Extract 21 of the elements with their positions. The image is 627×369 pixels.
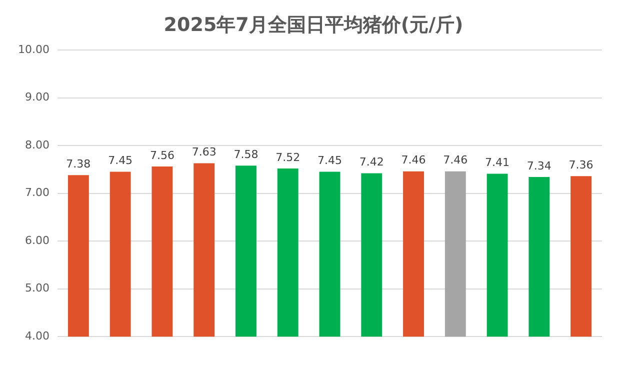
y-tick-label: 5.00	[24, 282, 50, 295]
data-label: 7.42	[359, 156, 384, 169]
data-label: 7.46	[401, 154, 426, 167]
data-label: 7.46	[443, 154, 468, 167]
y-tick-label: 4.00	[24, 329, 50, 342]
data-label: 7.56	[150, 148, 174, 162]
data-label: 7.36	[568, 158, 594, 172]
data-label: 7.52	[276, 150, 300, 164]
y-tick-label: 7.00	[24, 186, 50, 200]
data-label: 7.58	[234, 148, 258, 161]
data-label: 7.34	[526, 159, 552, 172]
chart-title: 2025年7月全国日平均猪价(元/斤)	[162, 13, 464, 38]
data-label: 7.45	[108, 154, 133, 168]
data-label: 7.45	[317, 154, 342, 168]
data-label: 7.38	[66, 158, 91, 171]
y-tick-label: 9.00	[24, 90, 50, 104]
y-tick-label: 10.00	[18, 42, 50, 56]
data-label: 7.63	[192, 146, 216, 159]
y-tick-label: 8.00	[24, 138, 50, 152]
y-tick-label: 6.00	[24, 234, 50, 247]
data-label: 7.41	[485, 156, 510, 170]
